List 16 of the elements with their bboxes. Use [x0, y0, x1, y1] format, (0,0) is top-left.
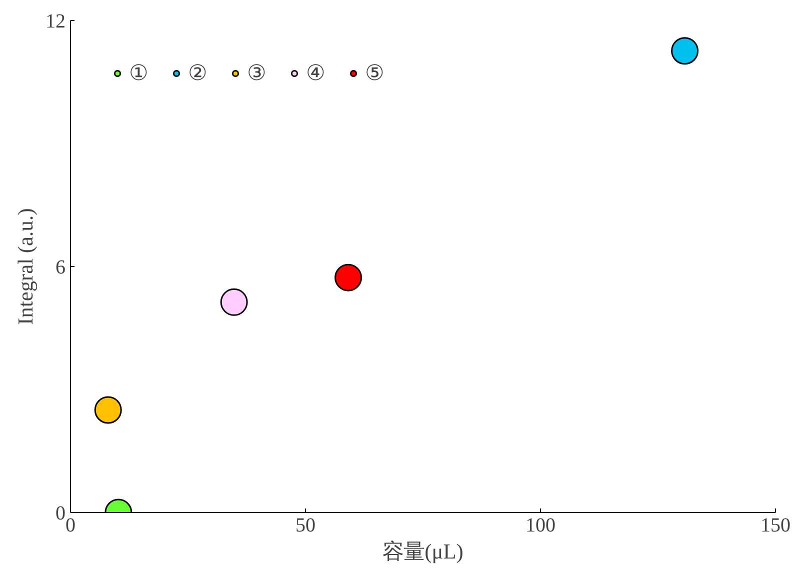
point	[334, 264, 362, 292]
legend-label: ②	[188, 60, 208, 86]
point	[220, 288, 248, 316]
point	[671, 37, 699, 65]
legend-label: ⑤	[365, 60, 385, 86]
legend-label: ①	[129, 60, 149, 86]
point	[94, 396, 122, 424]
x-tick-label: 150	[760, 514, 790, 536]
y-axis-title: Integral (a.u.)	[14, 208, 38, 325]
x-axis-title: 容量(μL)	[382, 540, 464, 564]
legend-label: ④	[306, 60, 326, 86]
y-tick-label: 6	[56, 256, 66, 278]
x-tick-label: 100	[526, 514, 556, 536]
x-tick-label: 50	[296, 514, 316, 536]
y-tick-label: 12	[46, 10, 66, 32]
legend-label: ③	[247, 60, 267, 86]
